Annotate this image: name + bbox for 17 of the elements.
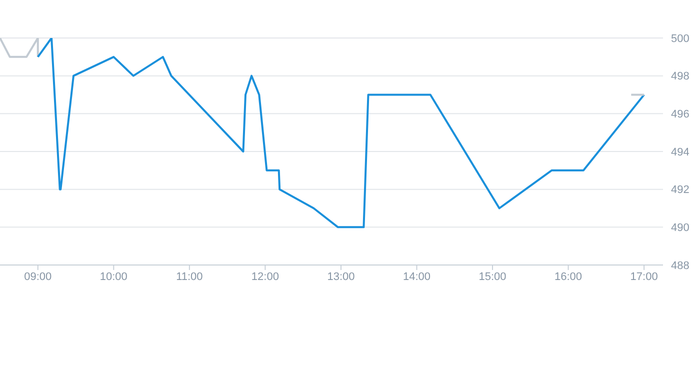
x-tick-label: 15:00 (478, 270, 506, 283)
y-tick-label: 492 (671, 184, 690, 196)
x-tick-label: 16:00 (554, 270, 582, 283)
x-tick-label: 13:00 (327, 270, 355, 283)
line-series (36, 38, 646, 228)
y-tick-label: 494 (671, 146, 690, 158)
x-tick-label: 17:00 (630, 270, 658, 283)
y-tick-label: 490 (671, 222, 690, 234)
y-tick-label: 498 (671, 70, 690, 83)
x-tick-label: 09:00 (24, 270, 52, 283)
y-tick-label: 500 (671, 32, 690, 45)
x-tick-label: 10:00 (100, 270, 128, 283)
x-tick-label: 14:00 (402, 270, 431, 283)
x-tick-label: 12:00 (251, 270, 279, 283)
y-tick-label: 496 (671, 108, 690, 121)
x-tick-label: 11:00 (176, 270, 203, 283)
y-tick-label: 488 (671, 260, 690, 272)
